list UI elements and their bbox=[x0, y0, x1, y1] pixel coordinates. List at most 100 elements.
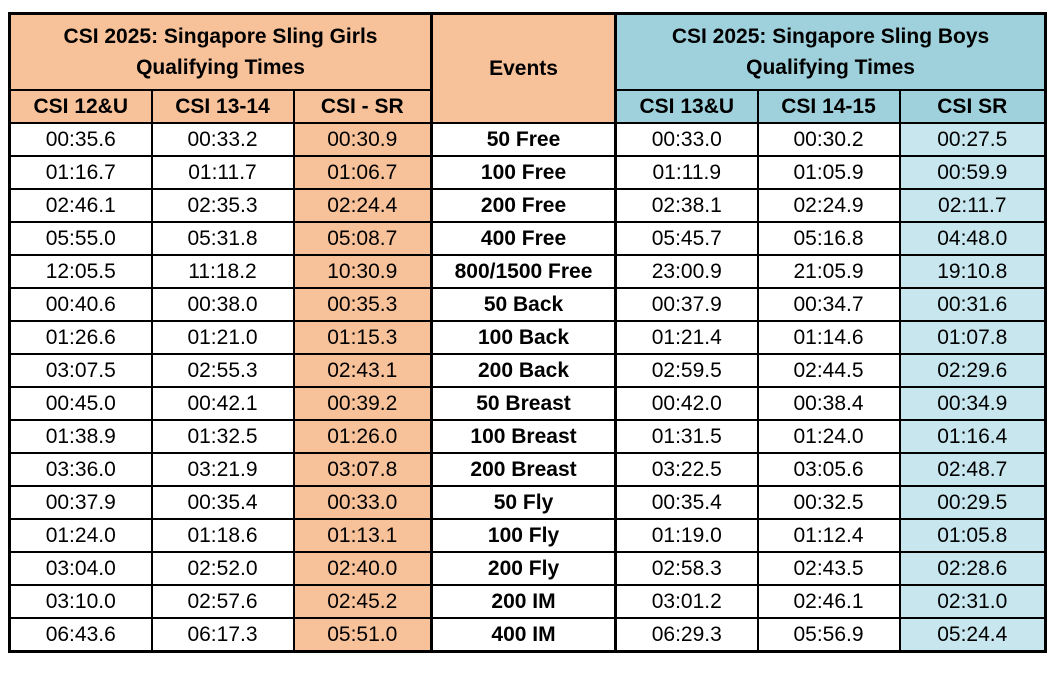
girls-13-14-time: 05:31.8 bbox=[150, 221, 295, 256]
girls-13-14-time: 06:17.3 bbox=[150, 617, 295, 653]
event-name: 50 Back bbox=[430, 287, 618, 322]
event-name: 100 Fly bbox=[430, 518, 618, 553]
table-row: 03:04.0 02:52.0 02:40.0 200 Fly 02:58.3 02:43… bbox=[8, 551, 1047, 586]
girls-12u-time: 12:05.5 bbox=[8, 254, 153, 289]
girls-col-12u: CSI 12&U bbox=[8, 89, 153, 124]
girls-12u-time: 00:37.9 bbox=[8, 485, 153, 520]
girls-sr-time: 05:51.0 bbox=[292, 617, 433, 653]
boys-sr-time: 00:27.5 bbox=[898, 122, 1047, 157]
boys-14-15-time: 03:05.6 bbox=[756, 452, 901, 487]
boys-sr-time: 00:29.5 bbox=[898, 485, 1047, 520]
boys-13u-time: 00:37.9 bbox=[614, 287, 759, 322]
boys-14-15-time: 01:12.4 bbox=[756, 518, 901, 553]
table-row: 03:10.0 02:57.6 02:45.2 200 IM 03:01.2 02:46.… bbox=[8, 584, 1047, 619]
boys-14-15-time: 01:24.0 bbox=[756, 419, 901, 454]
qualifying-times-table: CSI 2025: Singapore Sling Girls Qualifyi… bbox=[8, 12, 1048, 653]
boys-13u-time: 02:58.3 bbox=[614, 551, 759, 586]
girls-12u-time: 05:55.0 bbox=[8, 221, 153, 256]
boys-13u-time: 03:22.5 bbox=[614, 452, 759, 487]
event-name: 400 IM bbox=[430, 617, 618, 653]
girls-sr-time: 00:35.3 bbox=[292, 287, 433, 322]
girls-sr-time: 00:39.2 bbox=[292, 386, 433, 421]
girls-12u-time: 00:40.6 bbox=[8, 287, 153, 322]
girls-13-14-time: 00:42.1 bbox=[150, 386, 295, 421]
boys-13u-time: 02:38.1 bbox=[614, 188, 759, 223]
event-name: 200 Back bbox=[430, 353, 618, 388]
boys-sr-time: 02:28.6 bbox=[898, 551, 1047, 586]
event-name: 200 Breast bbox=[430, 452, 618, 487]
event-name: 100 Free bbox=[430, 155, 618, 190]
girls-sr-time: 01:06.7 bbox=[292, 155, 433, 190]
boys-sr-time: 05:24.4 bbox=[898, 617, 1047, 653]
girls-title-line2: Qualifying Times bbox=[136, 56, 305, 79]
girls-12u-time: 00:45.0 bbox=[8, 386, 153, 421]
boys-13u-time: 00:42.0 bbox=[614, 386, 759, 421]
boys-sr-time: 00:34.9 bbox=[898, 386, 1047, 421]
table-row: 05:55.0 05:31.8 05:08.7 400 Free 05:45.7 05:1… bbox=[8, 221, 1047, 256]
qualifying-times-sheet: CSI 2025: Singapore Sling Girls Qualifyi… bbox=[8, 12, 1048, 653]
table-row: 01:38.9 01:32.5 01:26.0 100 Breast 01:31.5 01… bbox=[8, 419, 1047, 454]
table-row: 02:46.1 02:35.3 02:24.4 200 Free 02:38.1 02:2… bbox=[8, 188, 1047, 223]
boys-sr-time: 01:16.4 bbox=[898, 419, 1047, 454]
girls-sr-time: 01:15.3 bbox=[292, 320, 433, 355]
event-name: 100 Back bbox=[430, 320, 618, 355]
boys-14-15-time: 21:05.9 bbox=[756, 254, 901, 289]
boys-14-15-time: 00:34.7 bbox=[756, 287, 901, 322]
girls-sr-time: 00:30.9 bbox=[292, 122, 433, 157]
girls-sr-time: 02:40.0 bbox=[292, 551, 433, 586]
boys-14-15-time: 02:43.5 bbox=[756, 551, 901, 586]
table-row: 01:26.6 01:21.0 01:15.3 100 Back 01:21.4 01:1… bbox=[8, 320, 1047, 355]
boys-sr-time: 04:48.0 bbox=[898, 221, 1047, 256]
girls-sr-time: 00:33.0 bbox=[292, 485, 433, 520]
girls-13-14-time: 00:38.0 bbox=[150, 287, 295, 322]
girls-13-14-time: 02:35.3 bbox=[150, 188, 295, 223]
table-row: 01:16.7 01:11.7 01:06.7 100 Free 01:11.9 01:0… bbox=[8, 155, 1047, 190]
boys-14-15-time: 01:14.6 bbox=[756, 320, 901, 355]
event-name: 50 Free bbox=[430, 122, 618, 157]
boys-14-15-time: 02:24.9 bbox=[756, 188, 901, 223]
boys-14-15-time: 05:56.9 bbox=[756, 617, 901, 653]
girls-sr-time: 02:45.2 bbox=[292, 584, 433, 619]
girls-col-sr: CSI - SR bbox=[292, 89, 433, 124]
girls-sr-time: 02:24.4 bbox=[292, 188, 433, 223]
girls-12u-time: 00:35.6 bbox=[8, 122, 153, 157]
table-row: 00:37.9 00:35.4 00:33.0 50 Fly 00:35.4 00:32.… bbox=[8, 485, 1047, 520]
girls-sr-time: 10:30.9 bbox=[292, 254, 433, 289]
girls-13-14-time: 03:21.9 bbox=[150, 452, 295, 487]
girls-12u-time: 02:46.1 bbox=[8, 188, 153, 223]
boys-sr-time: 01:05.8 bbox=[898, 518, 1047, 553]
boys-14-15-time: 02:44.5 bbox=[756, 353, 901, 388]
girls-12u-time: 01:26.6 bbox=[8, 320, 153, 355]
girls-sr-time: 03:07.8 bbox=[292, 452, 433, 487]
girls-13-14-time: 02:55.3 bbox=[150, 353, 295, 388]
table-row: 12:05.5 11:18.2 10:30.9 800/1500 Free 23:00.… bbox=[8, 254, 1047, 289]
girls-12u-time: 03:07.5 bbox=[8, 353, 153, 388]
boys-sr-time: 01:07.8 bbox=[898, 320, 1047, 355]
girls-sr-time: 02:43.1 bbox=[292, 353, 433, 388]
boys-title: CSI 2025: Singapore Sling Boys Qualifyin… bbox=[614, 12, 1047, 91]
boys-sr-time: 00:59.9 bbox=[898, 155, 1047, 190]
girls-13-14-time: 02:52.0 bbox=[150, 551, 295, 586]
girls-12u-time: 01:16.7 bbox=[8, 155, 153, 190]
boys-13u-time: 02:59.5 bbox=[614, 353, 759, 388]
boys-sr-time: 02:31.0 bbox=[898, 584, 1047, 619]
boys-sr-time: 02:29.6 bbox=[898, 353, 1047, 388]
girls-13-14-time: 01:11.7 bbox=[150, 155, 295, 190]
table-row: 01:24.0 01:18.6 01:13.1 100 Fly 01:19.0 01:12… bbox=[8, 518, 1047, 553]
girls-sr-time: 01:26.0 bbox=[292, 419, 433, 454]
boys-14-15-time: 05:16.8 bbox=[756, 221, 901, 256]
boys-14-15-time: 02:46.1 bbox=[756, 584, 901, 619]
boys-14-15-time: 00:32.5 bbox=[756, 485, 901, 520]
boys-14-15-time: 00:38.4 bbox=[756, 386, 901, 421]
girls-title-line1: CSI 2025: Singapore Sling Girls bbox=[63, 25, 378, 48]
boys-13u-time: 01:31.5 bbox=[614, 419, 759, 454]
boys-sr-time: 02:11.7 bbox=[898, 188, 1047, 223]
boys-13u-time: 00:33.0 bbox=[614, 122, 759, 157]
girls-12u-time: 01:38.9 bbox=[8, 419, 153, 454]
girls-12u-time: 03:04.0 bbox=[8, 551, 153, 586]
events-header: Events bbox=[430, 12, 618, 124]
boys-sr-time: 00:31.6 bbox=[898, 287, 1047, 322]
girls-13-14-time: 01:18.6 bbox=[150, 518, 295, 553]
table-row: 03:36.0 03:21.9 03:07.8 200 Breast 03:22.5 03… bbox=[8, 452, 1047, 487]
girls-col-13-14: CSI 13-14 bbox=[150, 89, 295, 124]
